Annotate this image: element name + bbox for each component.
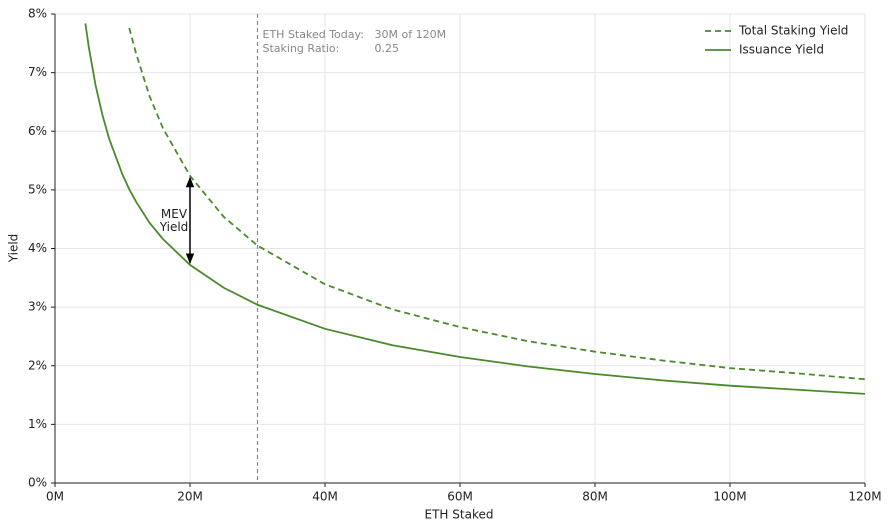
series-line [128, 27, 866, 381]
info-value: 0.25 [375, 42, 400, 55]
x-tick-label: 100M [713, 490, 746, 504]
y-tick-label: 4% [28, 241, 47, 255]
y-tick-label: 0% [28, 476, 47, 490]
mev-label: Yield [159, 220, 189, 234]
y-tick-label: 7% [28, 65, 47, 79]
mev-label: MEV [161, 207, 188, 221]
x-tick-label: 0M [46, 490, 64, 504]
x-tick-label: 20M [177, 490, 203, 504]
x-tick-label: 60M [447, 490, 473, 504]
y-tick-label: 3% [28, 300, 47, 314]
info-label: ETH Staked Today: [263, 28, 364, 41]
info-label: Staking Ratio: [263, 42, 340, 55]
x-tick-label: 40M [312, 490, 338, 504]
y-tick-label: 8% [28, 7, 47, 21]
x-axis-label: ETH Staked [425, 508, 494, 522]
x-tick-label: 120M [848, 490, 881, 504]
x-tick-label: 80M [582, 490, 608, 504]
y-tick-label: 2% [28, 358, 47, 372]
y-axis-label: Yield [7, 234, 21, 264]
y-tick-label: 1% [28, 417, 47, 431]
info-value: 30M of 120M [375, 28, 447, 41]
y-tick-label: 6% [28, 124, 47, 138]
legend-label: Total Staking Yield [738, 24, 848, 38]
y-tick-label: 5% [28, 182, 47, 196]
legend-label: Issuance Yield [739, 43, 824, 57]
series-line [84, 23, 866, 395]
